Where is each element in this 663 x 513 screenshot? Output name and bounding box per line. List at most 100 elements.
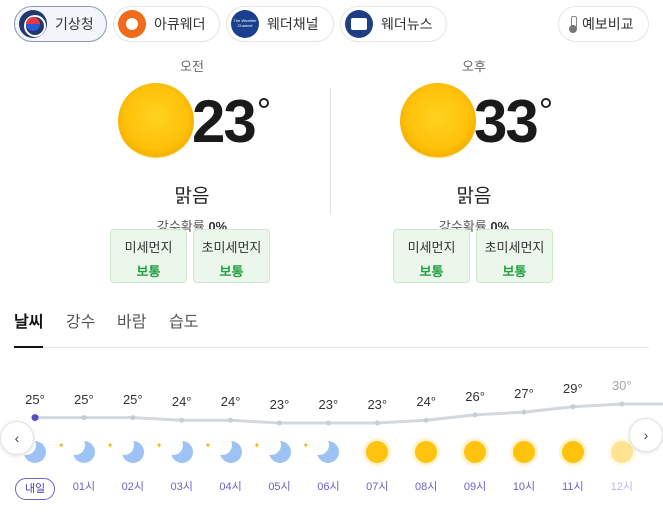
hourly-item: 24° (402, 394, 450, 409)
temperature-point (570, 404, 576, 410)
clear-night-icon (170, 441, 193, 463)
hourly-temperature: 24° (220, 394, 241, 410)
ultrafine-dust-box[interactable]: 초미세먼지 보통 (476, 229, 553, 283)
star-icon: ✦ (106, 441, 114, 450)
hourly-forecast: 25° ✦ 내일 25° ✦ 01시 25° ✦ 02시 24° ✦ 03시 24° ✦ 04시 23° ✦ 05… (0, 370, 663, 513)
ultrafine-dust-box[interactable]: 초미세먼지 보통 (193, 229, 270, 283)
hourly-item: 30° (598, 378, 646, 393)
hourly-item: 27° (500, 386, 548, 401)
temperature-point (374, 420, 380, 426)
hourly-temperature: 23° (318, 397, 339, 412)
dust-level: 보통 (219, 264, 244, 279)
dust-label: 초미세먼지 (484, 240, 545, 255)
hourly-item: 25° (60, 392, 108, 407)
hourly-time-label: 07시 (366, 481, 389, 493)
hourly-time-label: 06시 (317, 481, 340, 493)
hourly-time-label: 04시 (219, 481, 242, 493)
hourly-item: 24° (158, 394, 206, 409)
am-forecast: 오전 23° 맑음 강수확률 0% (52, 56, 332, 235)
hourly-time-label: 02시 (121, 481, 144, 493)
clear-night-icon (317, 441, 340, 463)
hourly-temperature: 25° (74, 391, 94, 407)
kma-logo-icon (19, 10, 47, 38)
hourly-item: 25° (109, 392, 157, 407)
dust-level: 보통 (502, 264, 527, 279)
hourly-item: 29° (549, 381, 597, 396)
hourly-temperature: 27° (514, 386, 534, 402)
sunny-icon (513, 441, 535, 463)
hourly-time-label: 01시 (72, 481, 96, 493)
hourly-item: 23° (304, 397, 352, 412)
star-icon: ✦ (57, 441, 65, 450)
period-label: 오후 (462, 59, 486, 74)
temperature-point (619, 401, 625, 407)
tab-weather[interactable]: 날씨 (14, 312, 44, 348)
accuweather-logo-icon (118, 10, 146, 38)
next-button[interactable]: › (629, 418, 663, 452)
provider-tab-accuweather[interactable]: 아큐웨더 (113, 6, 220, 42)
temperature-line-graph (31, 401, 663, 426)
temperature-line (35, 402, 663, 425)
hourly-temperature: 26° (465, 388, 485, 404)
sunny-icon (415, 441, 438, 463)
hourly-temperature: 23° (269, 397, 290, 412)
tab-wind[interactable]: 바람 (117, 314, 147, 331)
hourly-item: 23° (256, 397, 304, 412)
hourly-temperature: 23° (367, 397, 388, 412)
hourly-temperature: 24° (416, 394, 437, 410)
provider-tab-weather-channel[interactable]: The Weather Channel 웨더채널 (226, 6, 334, 42)
provider-tab-weathernews[interactable]: 웨더뉴스 (340, 6, 447, 42)
hourly-temperature: 30° (611, 378, 632, 393)
pm-dust-panel: 미세먼지 보통 초미세먼지 보통 (393, 229, 553, 283)
hourly-time-label: 05시 (268, 481, 291, 493)
temperature-point (81, 415, 87, 421)
temperature-point (423, 417, 429, 423)
sunny-icon (464, 441, 487, 463)
pm-forecast: 오후 33° 맑음 강수확률 0% (334, 56, 614, 235)
fine-dust-box[interactable]: 미세먼지 보통 (393, 229, 470, 283)
provider-label: 웨더뉴스 (381, 16, 433, 32)
dust-level: 보통 (419, 264, 444, 279)
sunny-icon (610, 441, 633, 463)
hourly-time-label: 10시 (512, 481, 536, 493)
dust-label: 초미세먼지 (201, 240, 262, 255)
temperature-point (179, 417, 185, 423)
temperature-point (130, 415, 136, 421)
provider-tab-kma[interactable]: 기상청 (14, 6, 107, 42)
tab-precipitation[interactable]: 강수 (66, 314, 96, 331)
clear-night-icon (219, 441, 242, 463)
hourly-item: 24° (207, 394, 255, 409)
hourly-time-label: 03시 (170, 481, 193, 493)
fine-dust-box[interactable]: 미세먼지 보통 (110, 229, 187, 283)
temperature-point (472, 412, 478, 418)
weather-channel-logo-icon: The Weather Channel (231, 10, 259, 38)
forecast-compare-button[interactable]: 예보비교 (558, 6, 649, 42)
dust-label: 미세먼지 (407, 240, 456, 255)
prev-button[interactable]: ‹ (0, 421, 34, 455)
am-dust-panel: 미세먼지 보통 초미세먼지 보통 (110, 229, 270, 283)
provider-label: 웨더채널 (267, 16, 319, 32)
hourly-temperature: 25° (122, 391, 143, 407)
temperature-point (277, 420, 282, 426)
dust-level: 보통 (136, 264, 161, 279)
period-label: 오전 (180, 59, 204, 74)
hourly-item: 26° (451, 389, 499, 404)
am-condition: 맑음 (174, 186, 210, 207)
hourly-time-label[interactable]: 내일 (15, 478, 55, 500)
temperature-point (31, 414, 39, 422)
tab-humidity[interactable]: 습도 (169, 314, 199, 331)
temperature-point (521, 409, 527, 415)
star-icon: ✦ (155, 441, 163, 450)
hourly-item: 25° (11, 392, 59, 407)
pm-temperature: 33° (474, 88, 553, 155)
weathernews-logo-icon (345, 10, 373, 38)
dust-label: 미세먼지 (124, 240, 173, 255)
provider-tabs: 기상청 아큐웨더 The Weather Channel 웨더채널 웨더뉴스 예… (14, 6, 649, 42)
provider-label: 기상청 (55, 16, 94, 32)
graph-tabs: 날씨 강수 바람 습도 (14, 312, 649, 348)
hourly-time-label: 08시 (415, 481, 438, 493)
clear-night-icon (268, 441, 291, 463)
am-temperature: 23° (192, 88, 271, 155)
divider (330, 88, 331, 214)
hourly-temperature: 25° (25, 391, 45, 407)
